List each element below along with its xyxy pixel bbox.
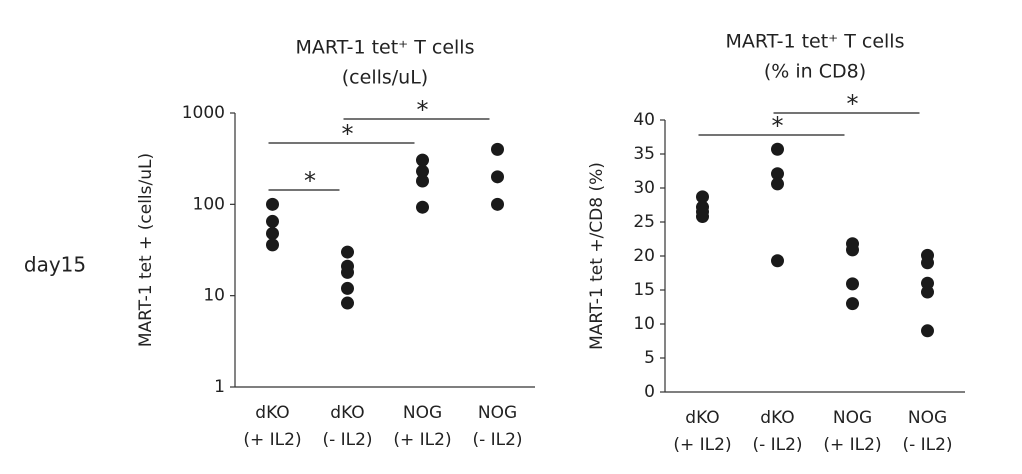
dot	[416, 174, 429, 188]
x-tick-label: dKO	[760, 408, 794, 428]
x-tick-label: (- IL2)	[902, 435, 952, 455]
y-tick-label: 10	[203, 286, 225, 306]
chart-title: MART-1 tet⁺ T cells	[726, 31, 905, 53]
dot	[341, 245, 354, 259]
x-tick-label: dKO	[330, 403, 364, 423]
dot	[416, 200, 429, 214]
chart-title: MART-1 tet⁺ T cells	[296, 37, 475, 59]
dot	[266, 214, 279, 228]
y-axis-label: MART-1 tet + (cells/uL)	[136, 153, 156, 347]
x-tick-label: (+ IL2)	[673, 435, 731, 455]
x-tick-label: (- IL2)	[752, 435, 802, 455]
dot	[341, 265, 354, 279]
y-tick-label: 1000	[182, 103, 225, 123]
dot	[846, 277, 859, 291]
dot	[416, 153, 429, 167]
dot	[266, 226, 279, 240]
dot	[771, 167, 784, 181]
significance-label: *	[304, 167, 316, 195]
y-tick-label: 40	[633, 110, 655, 130]
chart-title: (% in CD8)	[764, 61, 866, 83]
x-tick-label: NOG	[833, 408, 872, 428]
y-axis-label: MART-1 tet +/CD8 (%)	[587, 162, 607, 350]
x-tick-label: (+ IL2)	[393, 430, 451, 450]
y-tick-label: 20	[633, 246, 655, 266]
row-label: day15	[24, 253, 86, 277]
dot	[771, 142, 784, 156]
dot	[266, 238, 279, 252]
dot	[921, 256, 934, 270]
significance-label: *	[772, 112, 784, 140]
significance-label: *	[847, 90, 859, 118]
dot	[491, 142, 504, 156]
dot	[921, 324, 934, 338]
y-tick-label: 30	[633, 178, 655, 198]
x-tick-label: dKO	[685, 408, 719, 428]
x-tick-label: (+ IL2)	[823, 435, 881, 455]
y-tick-label: 35	[633, 144, 655, 164]
dot	[341, 281, 354, 295]
dot	[696, 190, 709, 204]
y-tick-label: 5	[644, 348, 655, 368]
y-tick-label: 15	[633, 280, 655, 300]
x-tick-label: NOG	[908, 408, 947, 428]
dot	[846, 243, 859, 257]
dot	[771, 254, 784, 268]
y-tick-label: 25	[633, 212, 655, 232]
y-tick-label: 10	[633, 314, 655, 334]
y-tick-label: 100	[193, 194, 225, 214]
dot	[266, 197, 279, 211]
x-tick-label: (- IL2)	[472, 430, 522, 450]
dot	[341, 296, 354, 310]
y-tick-label: 0	[644, 382, 655, 402]
x-tick-label: NOG	[403, 403, 442, 423]
significance-label: *	[417, 96, 429, 124]
x-tick-label: NOG	[478, 403, 517, 423]
significance-label: *	[342, 120, 354, 148]
dot	[491, 170, 504, 184]
dot	[771, 177, 784, 191]
chart-title: (cells/uL)	[342, 67, 428, 89]
x-tick-label: dKO	[255, 403, 289, 423]
dot	[491, 197, 504, 211]
dot	[921, 285, 934, 299]
x-tick-label: (+ IL2)	[243, 430, 301, 450]
y-tick-label: 1	[214, 377, 225, 397]
dot	[696, 210, 709, 224]
dot	[416, 164, 429, 178]
x-tick-label: (- IL2)	[322, 430, 372, 450]
dot	[846, 297, 859, 311]
